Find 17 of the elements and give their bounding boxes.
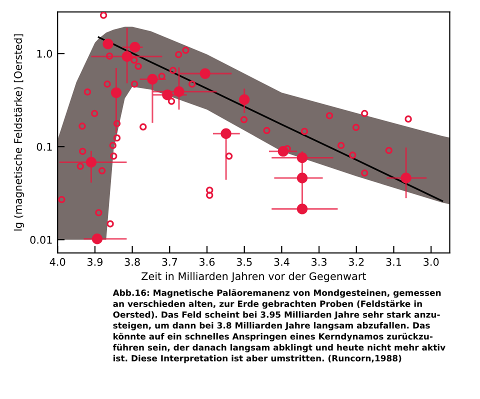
x-tick-label: 3.4 xyxy=(274,258,290,266)
y-tick-label: 0.1 xyxy=(36,142,52,151)
x-tick-label: 3.5 xyxy=(236,258,252,266)
x-tick-label: 3.8 xyxy=(124,258,140,266)
x-tick-label: 3.6 xyxy=(200,258,215,266)
caption: Abb.16: Magnetische Paläoremanenz von Mondgesteinen, gemessen an verschieden alten, zur Erde gebrachten Proben (Feldstärke in Oersted). Das Feld scheint bei 3.95 Milliarden Jahre sehr stark anzu- steigen, um dann bei 3.8 Milliarden Jahre langsam abzufallen. Das könnte auf ein schnelles Anspringen eines Kerndynamos zurückzu- führen sein, der danach langsam abklingt und heute nicht mehr aktiv ist. Diese Interpretation ist aber umstritten. (Runcorn,1988) xyxy=(112,289,446,364)
x-tick-label: 3.9 xyxy=(87,258,102,266)
y-axis-title: lg (magnetische Feldstärke) [Oersted] xyxy=(14,34,24,230)
x-tick-label: 3.2 xyxy=(348,258,364,266)
x-tick-label: 3.1 xyxy=(386,258,402,266)
y-tick-label: 1.0 xyxy=(37,50,52,58)
y-tick-label: 0.01 xyxy=(30,236,52,244)
x-tick-label: 3.0 xyxy=(424,258,439,266)
x-tick-label: 3.3 xyxy=(312,258,326,266)
x-tick-label: 3.7 xyxy=(162,258,178,266)
x-tick-label: 4.0 xyxy=(50,258,66,266)
x-axis-title: Zeit in Milliarden Jahren vor der Gegenwart xyxy=(142,272,366,282)
